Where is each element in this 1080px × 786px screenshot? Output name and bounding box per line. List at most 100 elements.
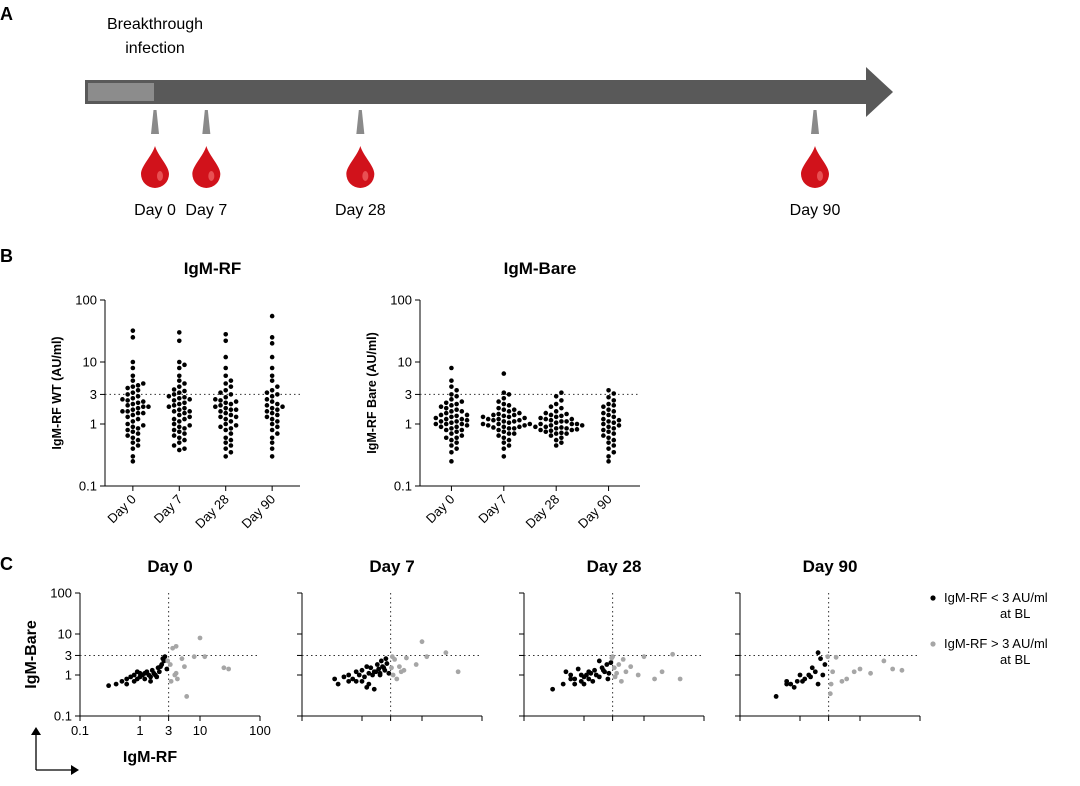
data-point: [459, 409, 465, 414]
data-point: [130, 373, 136, 379]
data-point: [135, 393, 141, 399]
data-point: [564, 411, 569, 417]
blood-drop-highlight: [362, 171, 369, 181]
data-point: [606, 424, 611, 430]
x-tick-label: 1: [136, 723, 143, 738]
data-point: [548, 433, 554, 438]
data-point: [228, 426, 234, 431]
data-point: [449, 365, 454, 371]
data-point: [496, 433, 501, 438]
data-point: [269, 399, 275, 404]
data-point: [182, 446, 187, 451]
data-point: [275, 412, 280, 418]
data-point: [606, 446, 611, 451]
blood-drop-icon: [801, 146, 829, 188]
chart-title: Day 90: [803, 557, 858, 576]
data-point-black: [809, 665, 815, 671]
data-point: [579, 423, 585, 428]
data-point: [616, 423, 622, 428]
data-point-grey: [833, 654, 839, 660]
data-point: [443, 410, 449, 416]
data-point: [449, 414, 454, 420]
chart-c-day90: Day 90: [735, 557, 921, 721]
chart-igm-bare: IgM-Bare 0.1 1 3 10 100 IgM-RF Bare (AU/ml) Day…: [365, 259, 640, 531]
data-point: [176, 412, 182, 418]
data-point-black: [773, 694, 779, 699]
data-point: [233, 423, 239, 428]
data-point: [171, 427, 177, 433]
data-point-grey: [851, 669, 857, 675]
data-point: [228, 384, 234, 389]
data-point-grey: [401, 667, 407, 673]
data-point: [538, 427, 543, 433]
data-point: [223, 338, 229, 344]
data-point: [135, 400, 141, 406]
blood-drop-highlight: [817, 171, 823, 181]
data-point: [130, 424, 136, 430]
y-tick-label: 1: [90, 417, 97, 432]
data-point-grey: [179, 656, 185, 662]
data-point: [454, 401, 459, 407]
data-point: [218, 424, 223, 430]
data-point: [611, 443, 617, 448]
data-point-grey: [899, 667, 905, 673]
data-point-black: [359, 667, 365, 673]
data-point: [548, 423, 554, 428]
data-point: [501, 407, 507, 413]
data-point: [275, 419, 280, 424]
data-point-black: [384, 661, 390, 666]
data-point: [218, 403, 223, 408]
data-point: [506, 392, 512, 397]
y-tick-label: 10: [83, 355, 97, 370]
data-point: [464, 417, 470, 423]
data-point-grey: [394, 676, 400, 682]
data-point: [171, 398, 177, 403]
data-point: [606, 412, 611, 418]
data-point: [454, 413, 459, 419]
data-point-grey: [182, 664, 187, 670]
legend-label-line2: at BL: [1000, 606, 1030, 621]
data-point: [501, 371, 507, 376]
data-point-black: [608, 660, 614, 666]
data-point: [496, 405, 501, 411]
data-point: [553, 437, 559, 443]
data-point: [125, 409, 130, 414]
data-point: [454, 387, 459, 393]
data-point-grey: [221, 665, 227, 671]
chart-title: Day 28: [587, 557, 642, 576]
data-point-grey: [616, 662, 622, 667]
data-point: [176, 407, 182, 413]
data-point: [553, 443, 559, 448]
data-point: [601, 410, 606, 416]
data-point: [485, 416, 491, 422]
data-point: [275, 407, 280, 413]
data-point: [506, 409, 512, 414]
data-point-black: [124, 676, 130, 682]
y-tick-label: 1: [405, 417, 412, 432]
data-point: [140, 381, 146, 386]
data-point: [135, 387, 141, 393]
data-point: [449, 437, 454, 443]
data-point-grey: [825, 654, 831, 660]
triangle-marker-icon: [356, 110, 365, 134]
data-point: [130, 395, 136, 401]
data-point: [269, 410, 275, 416]
data-point: [135, 416, 141, 422]
data-point: [176, 435, 182, 441]
data-point: [176, 419, 182, 424]
data-point: [275, 424, 280, 430]
data-point: [522, 423, 527, 428]
data-point: [135, 383, 141, 388]
data-point: [130, 407, 136, 413]
data-point: [606, 407, 611, 413]
data-point: [223, 435, 229, 441]
blood-drop-highlight: [157, 171, 163, 181]
data-point-black: [142, 676, 148, 682]
data-point: [140, 399, 146, 404]
data-point: [269, 365, 275, 371]
data-point: [223, 421, 229, 427]
data-point: [606, 401, 611, 407]
data-point: [454, 435, 459, 441]
data-point: [438, 419, 444, 424]
